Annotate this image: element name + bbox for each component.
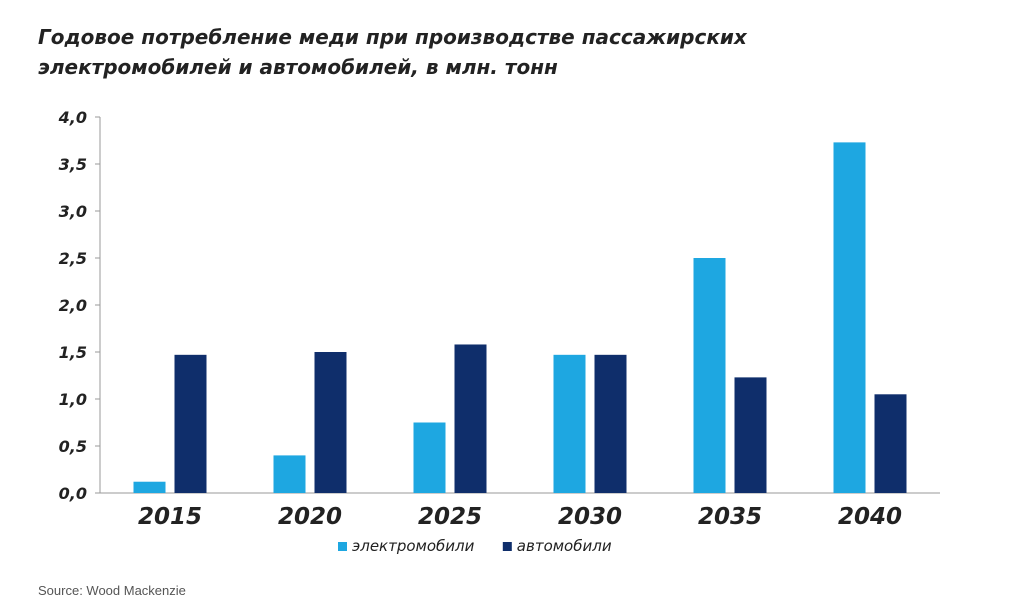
y-tick-label: 4,0 <box>58 108 87 127</box>
y-tick-label: 0,0 <box>59 484 87 503</box>
legend-swatch-электромобили <box>338 542 347 551</box>
chart-title: Годовое потребление меди при производств… <box>38 22 978 82</box>
bar-электромобили-2020 <box>273 455 306 493</box>
bar-автомобили-2030 <box>594 354 627 493</box>
x-tick-label: 2020 <box>278 504 342 530</box>
chart-title-line-2: электромобилей и автомобилей, в млн. тон… <box>38 55 558 79</box>
bar-электромобили-2035 <box>693 258 726 493</box>
bar-автомобили-2035 <box>734 377 767 493</box>
legend-swatch-автомобили <box>502 542 512 551</box>
y-tick-label: 0,5 <box>59 437 87 456</box>
y-tick-label: 2,0 <box>59 296 87 315</box>
legend-label-электромобили: электромобили <box>352 537 475 555</box>
y-tick-label: 3,0 <box>59 202 87 221</box>
bar-электромобили-2025 <box>413 422 446 493</box>
bar-автомобили-2040 <box>874 394 907 493</box>
y-tick-label: 1,5 <box>59 343 87 362</box>
source-note: Source: Wood Mackenzie <box>38 583 186 598</box>
bar-электромобили-2015 <box>133 481 166 493</box>
bar-автомобили-2025 <box>454 344 487 493</box>
y-tick-label: 2,5 <box>59 249 87 268</box>
x-tick-label: 2015 <box>138 504 202 530</box>
chart-title-line-1: Годовое потребление меди при производств… <box>38 25 747 49</box>
bar-электромобили-2040 <box>833 142 866 493</box>
x-tick-label: 2035 <box>698 504 762 530</box>
y-tick-label: 3,5 <box>59 155 87 174</box>
bar-электромобили-2030 <box>553 354 586 493</box>
y-tick-label: 1,0 <box>59 390 87 409</box>
x-tick-label: 2040 <box>838 504 902 530</box>
bar-автомобили-2020 <box>314 352 347 493</box>
x-tick-label: 2030 <box>558 504 622 530</box>
bar-автомобили-2015 <box>174 354 207 493</box>
x-tick-label: 2025 <box>418 504 482 530</box>
legend-label-автомобили: автомобили <box>517 537 612 555</box>
